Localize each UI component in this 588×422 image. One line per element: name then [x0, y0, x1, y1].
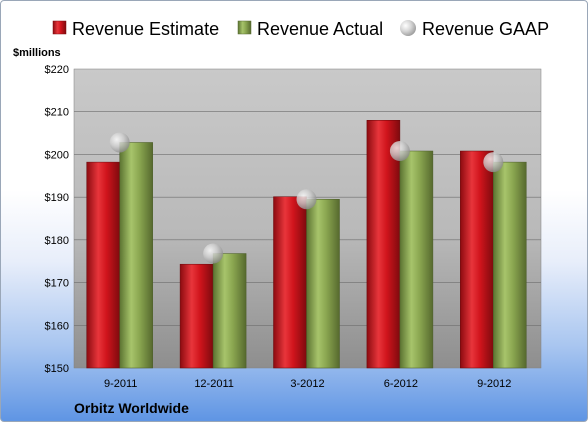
- bar-revenue-estimate: [460, 150, 494, 369]
- bar-revenue-estimate: [86, 161, 120, 369]
- legend-label-estimate: Revenue Estimate: [72, 19, 219, 39]
- y-tick-label: $210: [45, 107, 69, 119]
- legend: Revenue Estimate Revenue Actual Revenue …: [52, 19, 549, 39]
- y-tick-label: $200: [45, 149, 69, 161]
- bar-revenue-estimate: [273, 196, 307, 369]
- point-revenue-gaap: [483, 152, 504, 173]
- legend-label-gaap: Revenue GAAP: [422, 19, 549, 39]
- x-tick-label: 3-2012: [290, 378, 324, 390]
- x-tick-label: 12-2011: [194, 378, 234, 390]
- point-revenue-gaap: [109, 132, 130, 153]
- bar-revenue-actual: [399, 150, 434, 369]
- y-tick-label: $150: [45, 363, 69, 375]
- bar-revenue-actual: [493, 161, 527, 369]
- bar-revenue-actual: [212, 253, 247, 369]
- y-tick-label: $170: [45, 278, 69, 290]
- point-revenue-gaap: [203, 243, 224, 264]
- x-tick-label: 9-2011: [104, 378, 137, 390]
- legend-item-estimate: Revenue Estimate: [52, 19, 219, 39]
- legend-item-gaap: Revenue GAAP: [400, 19, 549, 39]
- y-unit-label: $millions: [13, 47, 61, 59]
- x-tick-label: 9-2012: [477, 378, 511, 390]
- bar-revenue-estimate: [366, 120, 401, 369]
- legend-swatch-gaap: [400, 20, 416, 36]
- legend-swatch-actual: [237, 20, 252, 35]
- y-tick-label: $180: [45, 235, 69, 247]
- y-tick-label: $160: [45, 320, 69, 332]
- y-tick-label: $220: [45, 64, 69, 76]
- x-axis-ticks: 9-2011 12-2011 3-2012 6-2012 9-2012: [104, 378, 511, 390]
- legend-swatch-estimate: [52, 20, 67, 35]
- point-revenue-gaap: [389, 141, 410, 162]
- bar-revenue-actual: [306, 199, 340, 369]
- company-label: Orbitz Worldwide: [74, 400, 189, 416]
- point-revenue-gaap: [296, 189, 317, 210]
- legend-label-actual: Revenue Actual: [257, 19, 383, 39]
- legend-item-actual: Revenue Actual: [237, 19, 383, 39]
- bar-revenue-actual: [119, 142, 153, 369]
- y-tick-label: $190: [45, 192, 69, 204]
- x-tick-label: 6-2012: [384, 378, 418, 390]
- gaap-points: [109, 132, 504, 264]
- bars: [86, 120, 527, 369]
- y-axis-ticks: $150 $160 $170 $180 $190 $200 $210 $220: [45, 64, 69, 375]
- bar-revenue-estimate: [179, 263, 214, 369]
